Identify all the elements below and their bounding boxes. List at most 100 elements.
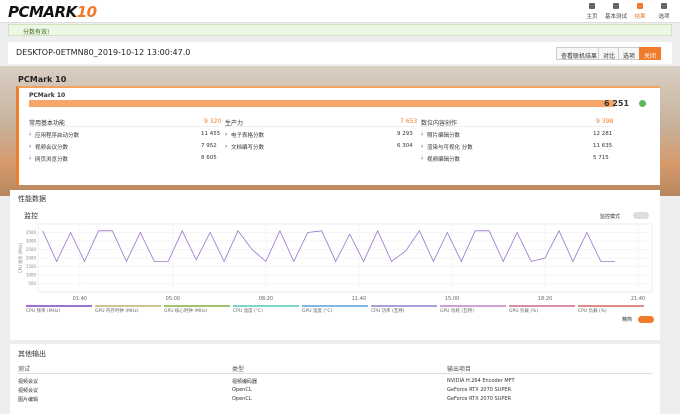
legend-label: GPU 核心时钟 (MHz) [164,309,208,314]
y-tick-label: 2000 [26,256,37,261]
legend-label: GPU 负载 (%) [509,309,539,314]
nav-item: 主页 [586,14,598,20]
button[interactable]: 关闭 [639,47,662,60]
button[interactable]: 查看联机结果 [556,47,603,60]
table-cell: 视频会议 [18,388,39,394]
item-arrow: › [225,131,228,138]
legend-swatch [440,305,506,307]
item-arrow: › [421,155,424,162]
other-output-card: 其他输出 测试 类型 输出项目 视频会议 视频编码器 NVIDIA H.264 Encod… [10,344,660,414]
item-name: 文档编写分数 [231,145,265,151]
legend-label: GPU 内存时钟 (MHz) [95,309,139,314]
x-tick-label: 01:40 [73,296,87,302]
legend-swatch [164,305,230,307]
x-tick-label: 05:00 [166,296,180,302]
column-header: 类型 [232,366,245,373]
item-score: 12 281 [593,131,613,137]
x-tick-label: 18:20 [538,296,552,302]
nav-icon [613,3,619,9]
legend-swatch [371,305,437,307]
nav-icon [637,3,643,9]
notice: 分数有效! [8,24,672,36]
legend-swatch [95,305,161,307]
cpu-frequency-line [42,229,615,263]
item-arrow: › [421,131,424,138]
other-output-title: 其他输出 [18,350,46,358]
nav-item: 选项 [658,14,670,20]
valid-icon [639,100,646,107]
item-arrow: › [225,143,228,150]
item-arrow: › [29,155,32,162]
table-cell: 视频会议 [18,379,39,385]
y-tick-label: 1000 [26,273,37,278]
monitor-mode-label: 监控模式 [600,214,621,220]
item-score: 11 635 [593,143,613,149]
logo-number: 10 [76,3,97,21]
legend-swatch [26,305,92,307]
button[interactable]: 选项 [618,47,641,60]
group-name: 常用基本功能 [29,120,66,127]
legend-label: CPU 功率 (瓦特) [371,309,405,314]
y-tick-label: 500 [28,281,36,286]
table-cell: OpenCL [232,396,252,402]
y-tick-label: 1500 [26,264,37,269]
item-name: 照片编辑分数 [427,133,461,139]
group-name: 数位内容创作 [421,120,458,127]
x-tick-label: 08:20 [259,296,273,302]
result-header: DESKTOP-0ETMN80_2019-10-12 13:00:47.0 查看… [8,42,672,64]
group-score: 9 398 [596,118,614,125]
group-line [29,126,219,127]
item-score: 11 455 [201,131,221,137]
table-cell: 图片编辑 [18,397,39,403]
y-tick-label: 3000 [26,239,37,244]
legend-label: CPU 负载 (%) [578,309,607,314]
compact-label: 精简 [622,317,633,323]
score-bar [29,100,615,107]
group-line [225,126,415,127]
table-cell: GeForce RTX 2070 SUPER [447,396,512,402]
monitor-title: 监控 [24,212,38,220]
item-score: 7 952 [201,143,217,149]
monitor-mode-toggle[interactable] [633,212,649,219]
legend-label: GPU 温度 (°C) [302,309,333,314]
y-tick-label: 3500 [26,230,37,235]
logo: PCMARK10 [8,3,97,21]
item-score: 8 605 [201,155,217,161]
top-bar: PCMARK10 主页 基本测试 结果 选项 [0,0,680,23]
nav-icon [661,3,667,9]
legend-swatch [578,305,644,307]
item-name: 网页浏览分数 [35,157,69,163]
button[interactable]: 对比 [598,47,621,60]
item-arrow: › [421,143,424,150]
performance-card: 性能数据 监控 监控模式 精简 500 1000 1500 2000 2500 3000 3… [10,190,660,340]
table-cell: OpenCL [232,387,252,393]
x-tick-label: 15:00 [445,296,459,302]
table-cell: 视频编码器 [232,379,258,385]
score-title: PCMark 10 [29,92,66,99]
nav-item: 基本测试 [604,14,627,20]
legend-swatch [233,305,299,307]
table-cell: NVIDIA H.264 Encoder MFT [447,378,515,384]
item-score: 6 304 [397,143,413,149]
table-cell: GeForce RTX 2070 SUPER [447,387,512,393]
x-tick-label: 11:40 [352,296,366,302]
group-name: 生产力 [225,120,244,127]
column-header: 测试 [18,366,31,373]
score-card: PCMark 10 6 251 常用基本功能 9 320 › 应用程序启动分数 11 4… [16,86,660,185]
x-tick-label: 21:40 [631,296,645,302]
legend-label: CPU 温度 (°C) [233,309,263,314]
legend-swatch [302,305,368,307]
logo-text: PCMARK [8,3,77,21]
item-name: 渲染与可视化 分数 [427,145,473,151]
group-score: 7 653 [400,118,418,125]
legend-swatch [509,305,575,307]
legend-label: GPU 功耗 (瓦特) [440,309,474,314]
y-axis-label: CPU 频率 (MHz) [17,242,23,273]
result-title: DESKTOP-0ETMN80_2019-10-12 13:00:47.0 [16,48,191,57]
compact-toggle[interactable] [638,316,654,323]
nav-item: 结果 [634,14,646,20]
monitor-chart: 500 1000 1500 2000 2500 3000 3500 01:40 05:00 08:… [17,223,653,302]
performance-title: 性能数据 [18,195,46,203]
item-name: 电子表格分数 [231,133,265,139]
